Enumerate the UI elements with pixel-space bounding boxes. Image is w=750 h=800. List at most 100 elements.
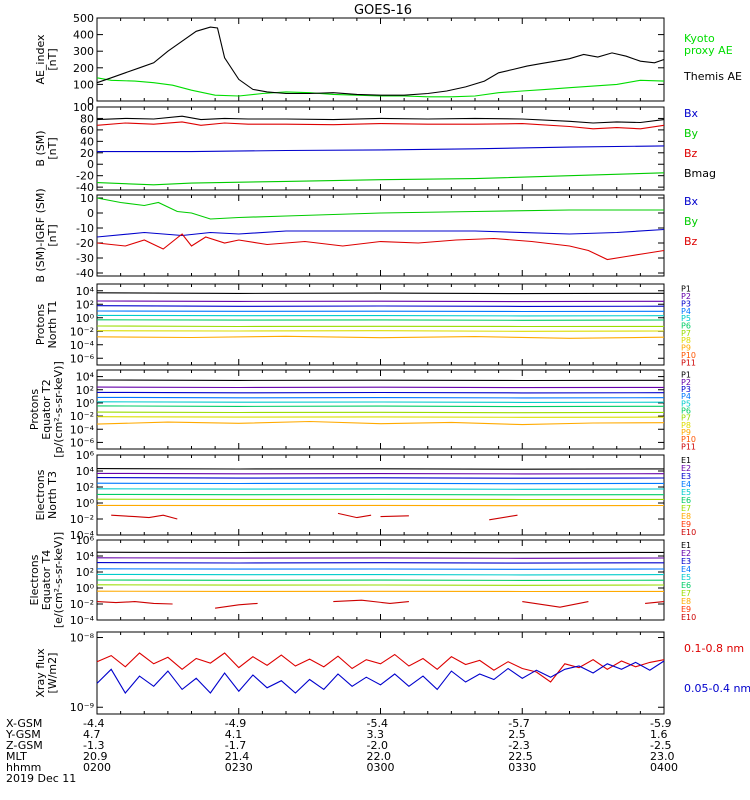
- right-label: Bx: [684, 195, 699, 208]
- series-p5: [96, 401, 665, 403]
- y-tick-label: 10⁻²: [70, 410, 94, 423]
- legend-e2: E2: [681, 549, 691, 558]
- series-p9: [96, 420, 665, 426]
- series-e9: [111, 514, 178, 520]
- y-axis-label: North T3: [46, 471, 59, 519]
- panel-electrons-t4: 10⁻⁴ 10⁻² 10⁰ 10² 10⁴ 10⁶ Electrons Equator T4[…: [28, 532, 696, 628]
- y-tick-label: 300: [73, 45, 94, 58]
- y-tick-label: 100: [73, 78, 94, 91]
- y-axis-label: Electrons: [34, 469, 47, 520]
- y-tick-label: 10⁻⁴: [70, 339, 95, 352]
- y-tick-label: -40: [76, 267, 94, 280]
- series-e9c: [333, 599, 409, 604]
- y-axis-label: [p/(cm²-s-sr-keV)]: [52, 361, 65, 458]
- y-axis-label: [e/(cm²-s-sr-keV)]: [52, 532, 65, 628]
- y-axis-label: Electrons: [28, 554, 41, 605]
- y-tick-label: 10⁰: [76, 397, 95, 410]
- series-e7: [96, 584, 665, 586]
- series-p6: [96, 319, 665, 321]
- legend-p1: P1: [681, 371, 691, 380]
- panel-frame: [96, 369, 665, 450]
- y-axis-label: North T1: [46, 301, 59, 349]
- legend-e3: E3: [681, 472, 691, 481]
- y-tick-label: 20: [80, 147, 94, 160]
- series-e9b: [215, 602, 258, 609]
- panel-frame: [96, 106, 665, 191]
- series-e5: [96, 488, 665, 490]
- y-axis-label: [W/m2]: [46, 653, 59, 694]
- legend-p3: P3: [681, 385, 691, 394]
- right-label: 0.1-0.8 nm: [684, 642, 744, 655]
- y-tick-label: 10⁻⁴: [70, 423, 95, 436]
- legend-e3: E3: [681, 557, 691, 566]
- tick-value: 0300: [367, 761, 395, 774]
- series-e9: [96, 601, 173, 605]
- series-e9c: [380, 515, 409, 518]
- row-label: hhmm: [6, 761, 41, 774]
- tick-value: -4.4: [83, 717, 104, 730]
- y-tick-label: 10: [80, 192, 94, 205]
- legend-e9: E9: [681, 520, 691, 529]
- series-p8: [96, 330, 665, 332]
- series-bx: [96, 228, 665, 238]
- y-tick-label: 10⁰: [76, 312, 95, 325]
- right-label: Bz: [684, 147, 698, 160]
- y-tick-label: 10⁻²: [70, 325, 94, 338]
- series-bmag: [96, 115, 665, 124]
- series-bx: [97, 145, 665, 153]
- y-tick-label: -30: [76, 252, 94, 265]
- series-p1: [96, 292, 665, 295]
- legend-p7: P7: [681, 329, 691, 338]
- y-axis-label: [nT]: [46, 137, 59, 159]
- y-tick-label: 200: [73, 62, 94, 75]
- y-tick-label: 10⁴: [76, 550, 95, 563]
- legend-e1: E1: [681, 541, 691, 550]
- tick-value: -2.5: [650, 739, 671, 752]
- legend-e6: E6: [681, 581, 691, 590]
- y-tick-label: -20: [76, 237, 94, 250]
- legend-p4: P4: [681, 392, 691, 401]
- tick-value: 22.0: [367, 750, 392, 763]
- y-tick-label: 10⁶: [76, 449, 95, 462]
- tick-value: 0230: [225, 761, 253, 774]
- tick-value: 0330: [508, 761, 536, 774]
- y-axis-label: [nT]: [46, 224, 59, 246]
- tick-value: -5.7: [508, 717, 529, 730]
- series-by: [96, 197, 664, 220]
- panel-frame: [96, 283, 665, 366]
- series-e4: [96, 482, 665, 485]
- series-p2: [96, 386, 665, 389]
- legend-p11: P11: [681, 358, 696, 367]
- y-axis-label: Equator T4: [40, 550, 53, 610]
- y-tick-label: -20: [76, 170, 94, 183]
- legend-e5: E5: [681, 573, 691, 582]
- y-tick-label: 10⁻⁹: [70, 701, 94, 714]
- panel-xray: 10⁻⁹ 10⁻⁸ Xray flux [W/m2] 0.1-0.8 nm 0.05-0.…: [34, 631, 750, 715]
- series-e9d: [522, 601, 589, 608]
- y-tick-label: 10⁴: [76, 285, 95, 298]
- series-e4: [96, 568, 665, 570]
- tick-value: 3.3: [367, 728, 385, 741]
- series-e1: [96, 468, 665, 470]
- row-label: MLT: [6, 750, 27, 763]
- legend-e10: E10: [681, 613, 696, 622]
- legend-p6: P6: [681, 407, 691, 416]
- y-axis-label: Protons: [34, 304, 47, 345]
- legend-e8: E8: [681, 597, 691, 606]
- series-p5: [96, 314, 665, 317]
- panel-bigrf: -40 -30 -20 -10 0 10 B (SM)-IGRF (SM) [nT] Bx By B…: [34, 188, 699, 282]
- legend-e4: E4: [681, 480, 691, 489]
- series-e9b: [337, 512, 372, 519]
- tick-value: 21.4: [225, 750, 250, 763]
- legend-p2: P2: [681, 292, 691, 301]
- series-p2: [96, 300, 665, 303]
- y-axis-label: [nT]: [46, 48, 59, 70]
- y-axis-label: Protons: [28, 389, 41, 430]
- legend-e5: E5: [681, 488, 691, 497]
- legend-e7: E7: [681, 589, 691, 598]
- y-tick-label: 10⁻⁴: [70, 529, 95, 542]
- right-label: proxy AE: [684, 44, 733, 57]
- legend-e8: E8: [681, 512, 691, 521]
